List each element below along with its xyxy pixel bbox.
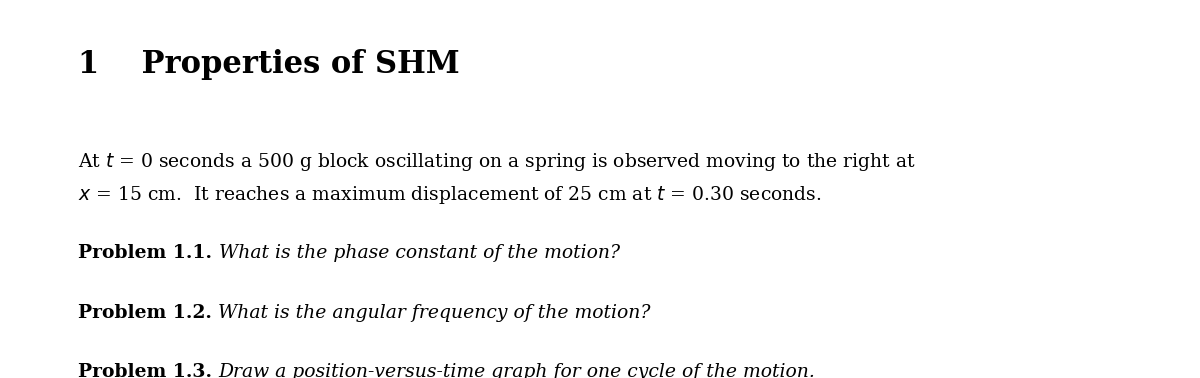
Text: Problem 1.1.: Problem 1.1. (78, 244, 218, 262)
Text: Problem 1.2.: Problem 1.2. (78, 304, 218, 322)
Text: At $t$ = 0 seconds a 500 g block oscillating on a spring is observed moving to t: At $t$ = 0 seconds a 500 g block oscilla… (78, 151, 916, 206)
Text: Problem 1.3.: Problem 1.3. (78, 363, 218, 378)
Text: What is the phase constant of the motion?: What is the phase constant of the motion… (218, 244, 619, 262)
Text: What is the angular frequency of the motion?: What is the angular frequency of the mot… (218, 304, 650, 322)
Text: 1    Properties of SHM: 1 Properties of SHM (78, 49, 460, 80)
Text: Draw a position-versus-time graph for one cycle of the motion.: Draw a position-versus-time graph for on… (218, 363, 815, 378)
